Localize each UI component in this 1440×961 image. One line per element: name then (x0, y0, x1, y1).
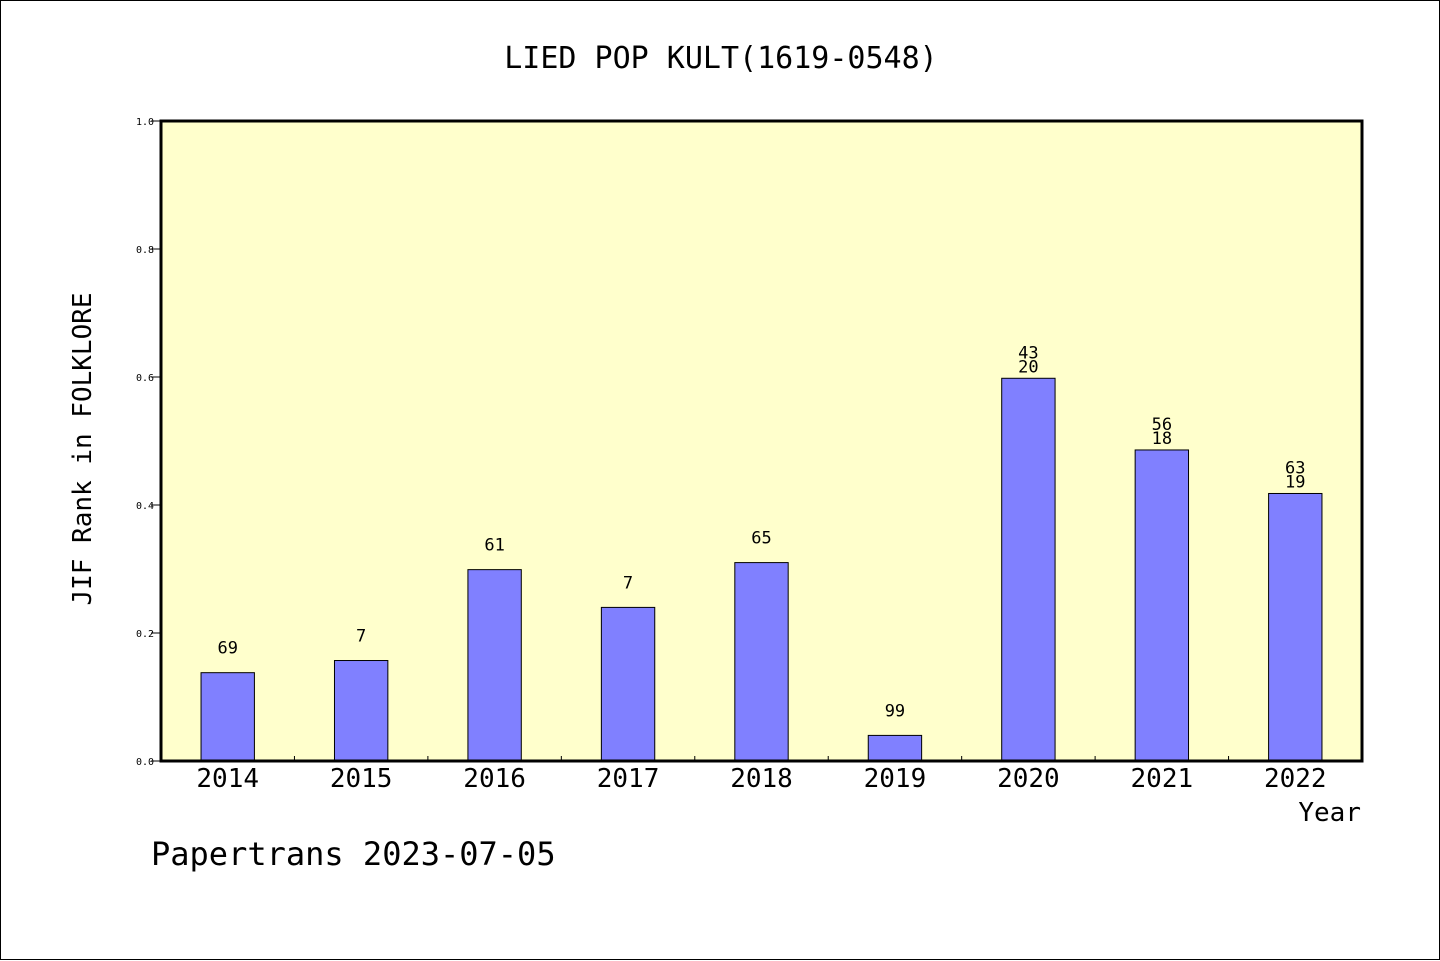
y-tick-label: 0.4 (136, 501, 154, 512)
plot-border (159, 119, 1364, 763)
y-tick-label: 0.2 (136, 629, 154, 640)
bar-label-2020-2: 20 (1018, 357, 1038, 377)
bar-label-2014-1: 69 (217, 639, 237, 659)
bar-label-2021-2: 18 (1152, 429, 1172, 449)
bar-2015 (333, 660, 389, 762)
x-axis-label: Year (1298, 798, 1361, 828)
x-tick-label-2017: 2017 (597, 764, 660, 794)
bar-label-2020-1: 43 (1018, 343, 1038, 363)
y-tick-label: 1.0 (136, 117, 154, 128)
y-tick-label: 0.0 (136, 757, 154, 768)
bar-2022 (1268, 492, 1323, 762)
bars-group (200, 377, 1323, 762)
bar-2021 (1134, 449, 1190, 762)
x-axis: 2014 2015 2016 2017 2018 2019 2020 2021 2022 (196, 756, 1327, 794)
x-tick-label-2015: 2015 (330, 764, 393, 794)
footer-text: Papertrans 2023-07-05 (151, 835, 556, 873)
bar-label-2018-1: 65 (751, 529, 771, 549)
x-tick-label-2020: 2020 (997, 764, 1060, 794)
bar-label-2022-2: 19 (1285, 472, 1305, 492)
y-tick-label: 0.8 (136, 245, 154, 256)
x-tick-label-2022: 2022 (1264, 764, 1327, 794)
bar-label-2019-1: 99 (885, 701, 905, 721)
chart-title: LIED POP KULT(1619-0548) (504, 41, 937, 76)
bar-label-2021-1: 56 (1152, 415, 1172, 435)
y-axis: 0.0 0.2 0.4 0.6 0.8 1.0 (136, 117, 161, 768)
bar-2017 (600, 606, 656, 762)
x-tick-label-2016: 2016 (463, 764, 526, 794)
bar-2016 (467, 569, 522, 762)
bar-2019 (867, 734, 923, 762)
x-tick-label-2018: 2018 (730, 764, 793, 794)
y-axis-label: JIF Rank in FOLKLORE (68, 292, 98, 605)
bar-2018 (734, 562, 789, 762)
bar-2020 (1001, 377, 1056, 762)
x-tick-label-2021: 2021 (1131, 764, 1194, 794)
x-tick-label-2014: 2014 (196, 764, 259, 794)
bar-label-2015-1: 7 (356, 627, 366, 647)
y-tick-label: 0.6 (136, 373, 154, 384)
bar-2014 (200, 672, 255, 762)
bar-label-2017-1: 7 (623, 573, 633, 593)
bar-label-2022-1: 63 (1285, 458, 1305, 478)
bar-label-2016-1: 61 (484, 536, 504, 556)
x-tick-label-2019: 2019 (864, 764, 927, 794)
